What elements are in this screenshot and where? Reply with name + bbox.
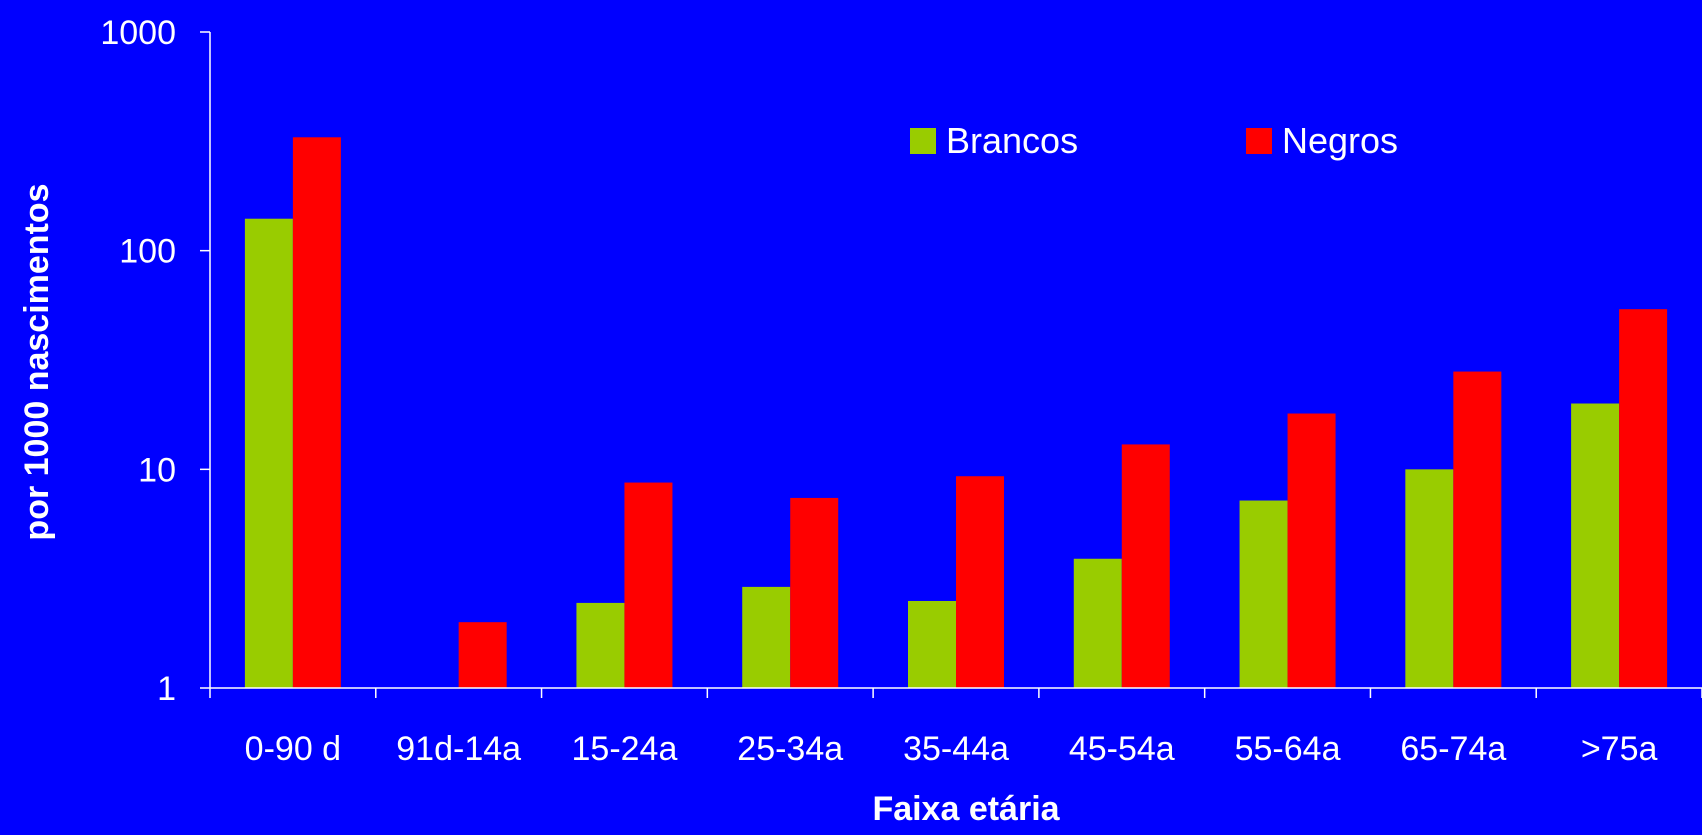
x-tick-label: 65-74a (1400, 730, 1506, 768)
axes-layer (209, 32, 1702, 689)
x-tick-label: 55-64a (1235, 730, 1341, 768)
legend-label-negros: Negros (1282, 120, 1398, 161)
x-tick-label: 35-44a (903, 730, 1009, 768)
bar-brancos-5 (908, 600, 956, 688)
y-tick-label: 10 (138, 451, 176, 489)
legend-swatch-negros (1246, 128, 1272, 154)
x-tick-label: 15-24a (572, 730, 678, 768)
bar-brancos-1 (244, 218, 293, 689)
bar-brancos-3 (576, 602, 625, 688)
x-tick-label: 25-34a (737, 730, 843, 768)
y-tick-label: 100 (119, 233, 176, 271)
legend-swatch-brancos (910, 128, 936, 154)
bar-brancos-6 (1073, 558, 1122, 688)
bar-negros-6 (1121, 444, 1170, 688)
x-tick-label: 45-54a (1069, 730, 1175, 768)
bar-negros-3 (624, 482, 673, 688)
x-tick-label: 91d-14a (396, 730, 521, 768)
bar-negros-7 (1287, 413, 1336, 688)
bar-brancos-9 (1571, 403, 1620, 688)
y-tick-label: 1000 (100, 14, 176, 52)
x-axis-title: Faixa etária (872, 790, 1060, 828)
bar-brancos-8 (1405, 469, 1454, 688)
y-axis-title: por 1000 nascimentos (18, 183, 56, 540)
bar-negros-5 (956, 476, 1004, 688)
legend-label-brancos: Brancos (946, 120, 1078, 161)
bar-negros-2 (458, 622, 507, 688)
bar-brancos-4 (742, 586, 791, 688)
x-tick-label: >75a (1581, 730, 1658, 768)
x-ticks-layer: 0-90 d 91d-14a 15-24a 25-34a 35-44a 45-54a 55-… (209, 688, 1702, 768)
bar-negros-9 (1619, 309, 1668, 688)
bar-negros-4 (790, 497, 839, 688)
legend: Brancos Negros (910, 120, 1398, 161)
bar-brancos-7 (1239, 500, 1288, 688)
y-tick-label: 1 (157, 670, 176, 708)
y-ticks-layer: 1 10 100 1000 (100, 14, 210, 708)
bar-negros-8 (1453, 371, 1502, 688)
bar-negros-1 (292, 137, 341, 688)
x-tick-label: 0-90 d (245, 730, 341, 768)
bars-layer (244, 137, 1668, 689)
